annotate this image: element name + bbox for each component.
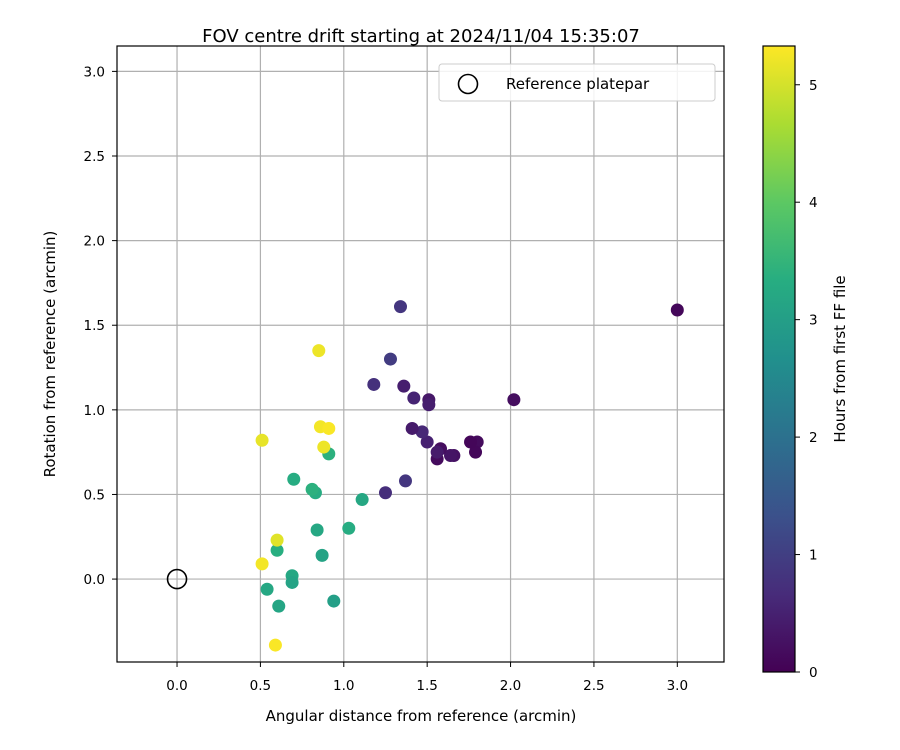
data-point <box>405 421 419 435</box>
data-point <box>670 303 684 317</box>
x-tick-label: 2.5 <box>583 678 604 694</box>
data-point <box>312 344 326 358</box>
x-tick-label: 3.0 <box>667 678 688 694</box>
data-point <box>464 435 478 449</box>
y-tick-label: 3.0 <box>84 64 105 80</box>
x-tick-label: 0.5 <box>250 678 271 694</box>
x-tick-label: 2.0 <box>500 678 521 694</box>
data-point <box>342 521 356 535</box>
data-point <box>255 433 269 447</box>
data-point <box>355 493 369 507</box>
data-point <box>422 398 436 412</box>
x-axis-label: Angular distance from reference (arcmin) <box>266 707 577 725</box>
y-axis-ticks: 0.0 0.5 1.0 1.5 2.0 2.5 3.0 <box>84 64 117 588</box>
colorbar-tick-label: 1 <box>809 548 818 564</box>
data-point <box>287 472 301 486</box>
data-point <box>310 523 324 537</box>
legend-label-reference-platepar: Reference platepar <box>506 75 650 93</box>
colorbar: 0 1 2 3 4 5 Hours from first FF file <box>762 45 849 681</box>
colorbar-tick-label: 0 <box>809 665 818 681</box>
colorbar-gradient <box>762 45 796 673</box>
data-point <box>415 425 429 439</box>
plot-frame <box>116 45 725 663</box>
legend: Reference platepar <box>438 63 716 102</box>
y-tick-label: 2.5 <box>84 149 105 165</box>
data-point <box>398 474 412 488</box>
colorbar-tick-label: 2 <box>809 430 818 446</box>
data-point <box>507 393 521 407</box>
x-tick-label: 1.5 <box>416 678 437 694</box>
colorbar-tick-label: 3 <box>809 313 818 329</box>
legend-box <box>438 63 716 102</box>
data-point <box>260 582 274 596</box>
x-tick-label: 0.0 <box>166 678 187 694</box>
y-tick-label: 1.5 <box>84 318 105 334</box>
data-points <box>255 300 684 652</box>
data-point <box>305 482 319 496</box>
y-axis-label: Rotation from reference (arcmin) <box>41 231 59 478</box>
data-point <box>315 548 329 562</box>
colorbar-tick-label: 4 <box>809 195 818 211</box>
reference-platepar-marker <box>166 568 188 590</box>
data-point <box>327 594 341 608</box>
data-point <box>270 533 284 547</box>
colorbar-tick-label: 5 <box>809 78 818 94</box>
data-point <box>270 543 284 557</box>
data-point <box>322 421 336 435</box>
y-tick-label: 1.0 <box>84 403 105 419</box>
data-point <box>469 445 483 459</box>
data-point <box>420 435 434 449</box>
data-point <box>430 445 444 459</box>
data-point <box>272 599 286 613</box>
x-axis-ticks: 0.0 0.5 1.0 1.5 2.0 2.5 3.0 <box>166 662 688 694</box>
y-tick-label: 2.0 <box>84 234 105 250</box>
data-point <box>268 638 282 652</box>
data-point <box>407 391 421 405</box>
chart-title: FOV centre drift starting at 2024/11/04 … <box>202 26 640 47</box>
data-point <box>397 379 411 393</box>
legend-marker-open-circle <box>457 73 479 95</box>
colorbar-ticks: 0 1 2 3 4 5 <box>795 78 818 681</box>
data-point <box>367 377 381 391</box>
data-point <box>383 352 397 366</box>
data-point <box>255 557 269 571</box>
data-point <box>444 449 458 463</box>
y-tick-label: 0.0 <box>84 572 105 588</box>
grid-lines <box>117 46 724 662</box>
data-point <box>393 300 407 314</box>
y-tick-label: 0.5 <box>84 487 105 503</box>
data-point <box>317 440 331 454</box>
data-point <box>378 486 392 500</box>
x-tick-label: 1.0 <box>333 678 354 694</box>
colorbar-label: Hours from first FF file <box>831 275 849 442</box>
data-point <box>285 575 299 589</box>
